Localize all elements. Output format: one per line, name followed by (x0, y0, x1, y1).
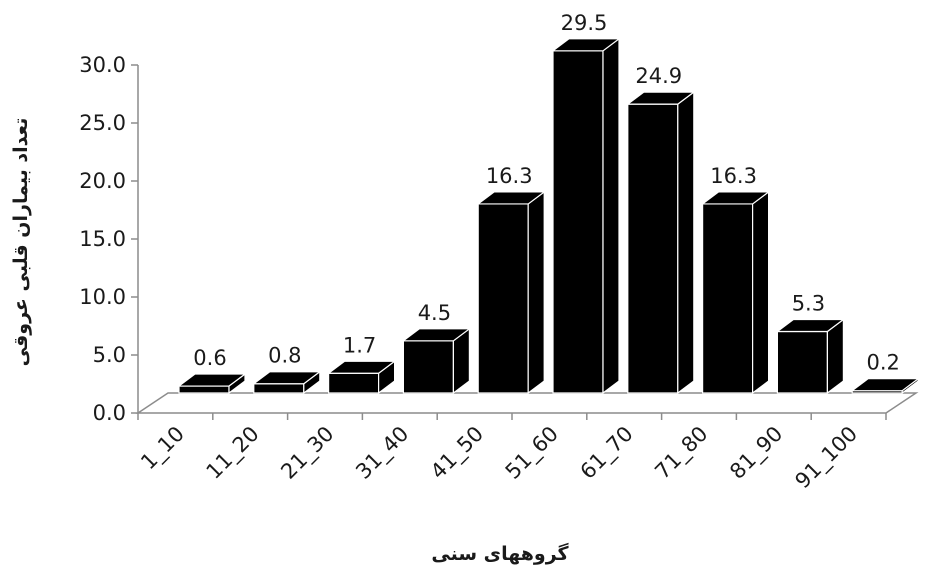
y-tick-label: 5.0 (93, 343, 126, 367)
bar (177, 372, 247, 395)
bar-top (476, 191, 547, 205)
bar (850, 377, 921, 395)
x-tick-label: 51_60 (501, 422, 564, 485)
x-tick-label: 11_20 (202, 422, 265, 485)
bar (551, 37, 621, 395)
data-label: 16.3 (486, 164, 533, 188)
bar-top (850, 378, 921, 392)
y-tick-label: 0.0 (93, 401, 126, 425)
data-label: 1.7 (343, 333, 376, 357)
bar-top (252, 371, 322, 385)
bar-front (552, 50, 604, 394)
y-tick-label: 20.0 (79, 169, 126, 193)
bar-side (602, 37, 620, 395)
x-tick-label: 1_10 (136, 422, 189, 475)
bar-top (625, 91, 696, 105)
data-label: 0.2 (866, 351, 899, 375)
bar-front (178, 385, 230, 394)
x-tick-label: 41_50 (426, 422, 489, 485)
x-tick-label: 91_100 (790, 422, 862, 494)
data-label: 0.8 (268, 344, 301, 368)
bar (252, 370, 322, 395)
x-tick-label: 81_90 (725, 422, 788, 485)
bar-side (751, 190, 770, 395)
x-axis-title: گروههای سنی (431, 542, 569, 565)
bar-front (701, 203, 754, 394)
x-tick-label: 71_80 (650, 422, 713, 485)
bar (700, 190, 771, 395)
bar (476, 190, 547, 395)
data-label: 0.6 (193, 346, 226, 370)
bar (401, 327, 472, 395)
bar-top (775, 318, 846, 333)
data-label: 24.9 (635, 64, 682, 88)
x-tick-label: 21_30 (276, 422, 339, 485)
bar-side (677, 90, 695, 395)
bar-front (477, 203, 529, 394)
bar-front (402, 340, 454, 394)
bar-side (527, 190, 545, 395)
bar-top (551, 38, 621, 52)
data-label: 16.3 (710, 164, 757, 188)
bar-top (326, 360, 397, 374)
data-label: 29.5 (561, 11, 608, 35)
bar-front (776, 330, 829, 394)
bar (775, 318, 846, 395)
data-label: 4.5 (418, 301, 451, 325)
y-tick-label: 10.0 (79, 285, 126, 309)
y-tick-label: 25.0 (79, 111, 126, 135)
y-axis-title: تعداد بیماران قلبی عروقی (10, 118, 32, 367)
bar-top (177, 373, 247, 387)
data-label: 5.3 (792, 292, 825, 316)
y-tick-label: 30.0 (79, 53, 126, 77)
bar-top (401, 328, 472, 342)
x-tick-label: 31_40 (351, 422, 414, 485)
bar-front (328, 372, 380, 394)
bar-front (253, 383, 305, 394)
x-tick-label: 61_70 (576, 422, 639, 485)
bar-top (700, 191, 771, 205)
chart-floor (135, 392, 919, 414)
bar-front (627, 103, 679, 394)
bar (625, 90, 696, 395)
y-tick-label: 15.0 (79, 227, 126, 251)
bar-side (826, 318, 845, 395)
bar (326, 360, 397, 395)
